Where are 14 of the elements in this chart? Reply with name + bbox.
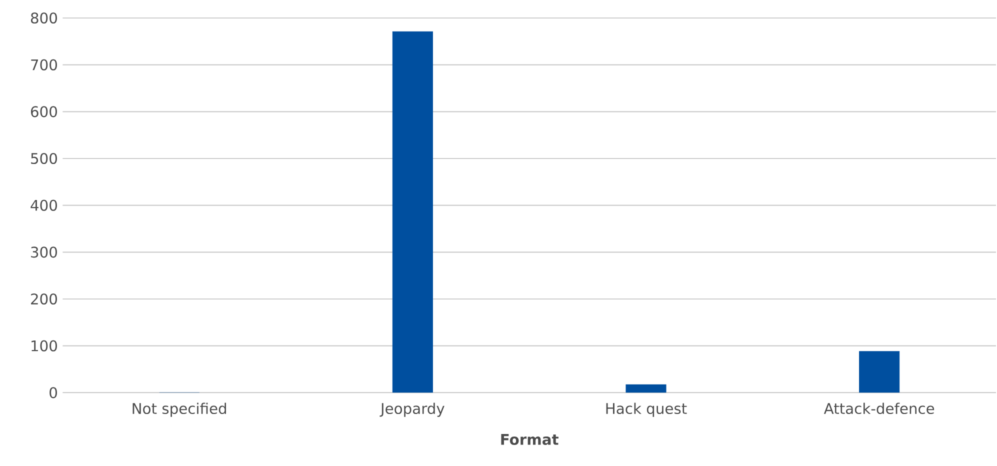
- x-tick-label: Jeopardy: [380, 402, 444, 417]
- y-tick-label: 500: [31, 152, 57, 164]
- x-tick-label: Not specified: [132, 402, 226, 417]
- x-tick-label: Attack-defence: [824, 402, 934, 414]
- y-tick-label: 0: [50, 387, 57, 398]
- y-tick-label: 300: [31, 246, 57, 258]
- y-tick-label: 200: [31, 293, 57, 305]
- y-tick-label: 700: [31, 59, 57, 70]
- x-axis-title: Format: [501, 434, 558, 445]
- y-tick-label: 400: [30, 200, 57, 211]
- y-tick-label: 100: [32, 340, 57, 352]
- y-tick-label: 600: [30, 106, 57, 118]
- y-tick-label: 800: [30, 12, 57, 24]
- x-tick-label: Hack quest: [606, 402, 687, 417]
